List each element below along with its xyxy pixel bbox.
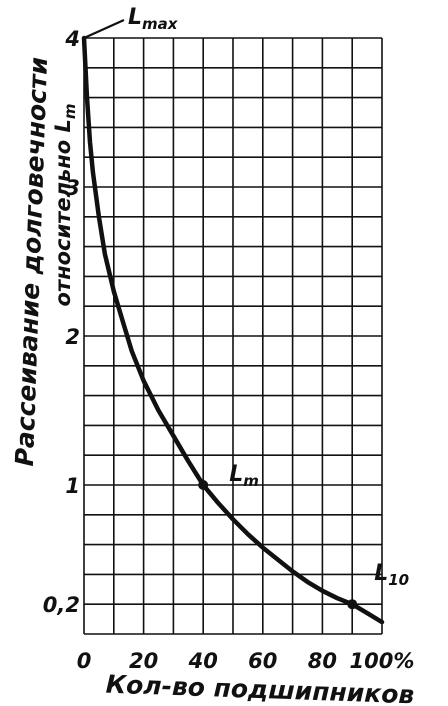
grid [83, 37, 383, 635]
annotation-letter: L [229, 462, 243, 487]
y-tick-labels: 0,2 1 2 3 4 [43, 27, 80, 617]
marker-lm [198, 480, 209, 490]
y-tick-label: 2 [65, 325, 80, 349]
annotation-lm: Lm [229, 462, 259, 490]
x-tick-label: 60 [248, 649, 277, 673]
x-tick-label: 40 [188, 649, 218, 673]
markers [198, 480, 358, 610]
y-tick-label: 4 [64, 27, 80, 51]
y-axis-title-2-sub: m [61, 103, 79, 119]
y-axis-title-2-text: относительно L [51, 119, 75, 306]
y-axis-title-2: относительно Lm [51, 103, 79, 306]
x-tick-labels: 0 20 40 60 80 100% [77, 649, 415, 673]
x-axis-title: Кол-во подшипников [105, 670, 415, 706]
x-tick-label: 0 [77, 649, 92, 673]
annotation-leader [83, 18, 125, 40]
y-tick-label: 1 [65, 474, 80, 498]
y-axis-title: Рассеивание долговечности [10, 57, 53, 467]
y-tick-label: 0,2 [43, 593, 80, 617]
x-tick-label: 20 [129, 649, 158, 673]
annotation-letter: L [128, 5, 142, 30]
y-tick-label: 3 [65, 176, 80, 200]
x-tick-label: 80 [308, 649, 337, 673]
marker-l10 [347, 599, 358, 610]
annotation-subscript: max [142, 15, 179, 33]
annotation-letter: L [374, 561, 388, 586]
annotation-lmax: Lmax [128, 5, 179, 33]
annotation-subscript: m [243, 472, 259, 490]
x-tick-label: 100% [350, 649, 415, 673]
series-line [81, 35, 385, 625]
annotation-l10: L10 [374, 561, 409, 589]
annotation-subscript: 10 [388, 571, 409, 589]
